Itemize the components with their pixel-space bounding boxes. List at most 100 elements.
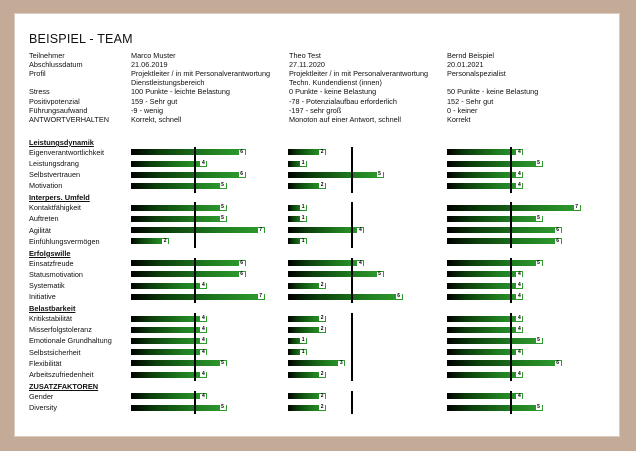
score-bar: 7: [447, 204, 581, 211]
score-value: 2: [319, 326, 326, 333]
score-bar: 4: [447, 149, 524, 156]
score-bar: 2: [131, 238, 170, 245]
score-value: 7: [573, 204, 580, 211]
reference-line: [510, 313, 512, 382]
score-bar: 4: [131, 337, 208, 344]
score-value: 2: [319, 282, 326, 288]
score-value: 4: [200, 392, 207, 399]
score-value: 5: [219, 404, 226, 410]
score-bar: 6: [131, 148, 246, 156]
score-bar: 2: [288, 148, 327, 156]
section-heading: Leistungsdynamik: [29, 138, 94, 147]
score-value: 4: [200, 326, 207, 333]
score-value: 5: [219, 182, 226, 189]
score-bar: 5: [447, 259, 543, 267]
score-bar: 2: [288, 392, 327, 400]
reference-line: [194, 257, 196, 304]
info-value: 20.01.2021: [447, 60, 484, 70]
info-value: -197 - sehr groß: [289, 105, 342, 115]
score-value: 6: [238, 148, 245, 155]
score-bar: 7: [131, 293, 265, 300]
score-value: 4: [516, 282, 523, 288]
score-value: 4: [200, 160, 207, 166]
reference-line: [351, 390, 353, 415]
score-bar: 4: [447, 182, 524, 189]
score-value: 5: [535, 259, 542, 266]
score-value: 5: [535, 160, 542, 166]
score-bar: 4: [131, 392, 208, 400]
score-bar: 4: [288, 259, 365, 267]
info-value: 0 - keiner: [447, 105, 478, 115]
score-value: 2: [319, 148, 326, 155]
score-value: 4: [200, 282, 207, 288]
score-value: 7: [257, 293, 264, 300]
reference-line: [510, 202, 512, 248]
score-value: 4: [516, 371, 523, 377]
score-bar: 4: [288, 226, 365, 234]
score-bar: 2: [288, 282, 327, 289]
factor-label: Leistungsdrang: [29, 159, 79, 168]
score-bar: 5: [447, 337, 543, 344]
info-value: Monoton auf einer Antwort, schnell: [289, 114, 401, 124]
info-value: Korrekt: [447, 114, 471, 124]
score-value: 6: [554, 226, 561, 233]
factor-label: Systematik: [29, 281, 65, 290]
factor-label: Misserfolgstoleranz: [29, 325, 92, 335]
score-value: 4: [516, 293, 523, 300]
score-value: 1: [300, 237, 307, 244]
score-bar: 5: [447, 215, 543, 222]
score-value: 2: [319, 392, 326, 399]
score-bar: 6: [447, 238, 562, 245]
factor-label: Agilität: [29, 225, 51, 235]
score-bar: 5: [131, 204, 227, 211]
info-label: Abschlussdatum: [29, 60, 83, 70]
score-value: 1: [300, 348, 307, 355]
factor-label: Arbeitszufriedenheit: [29, 370, 94, 379]
factor-label: Emotionale Grundhaltung: [29, 336, 112, 346]
info-value: Personalspezialist: [447, 69, 506, 79]
score-bar: 4: [447, 171, 524, 178]
score-value: 1: [300, 160, 307, 166]
score-bar: 4: [447, 371, 524, 378]
score-bar: 5: [131, 182, 227, 189]
info-value: Projektleiter / in mit Personalverantwor…: [131, 69, 271, 79]
score-bar: 4: [131, 349, 208, 356]
report-title: BEISPIEL - TEAM: [29, 32, 133, 46]
info-value: 27.11.2020: [289, 60, 325, 70]
score-bar: 1: [288, 348, 308, 356]
score-bar: 7: [131, 226, 265, 234]
score-value: 3: [338, 359, 345, 366]
score-value: 5: [219, 215, 226, 222]
section-heading: ZUSATZFAKTOREN: [29, 382, 99, 391]
info-value: 152 - Sehr gut: [447, 96, 494, 106]
reference-line: [351, 257, 353, 304]
score-bar: 4: [447, 271, 524, 278]
score-bar: 5: [288, 171, 384, 178]
reference-line: [194, 390, 196, 415]
score-bar: 4: [447, 393, 524, 400]
score-bar: 6: [131, 171, 246, 178]
score-bar: 4: [131, 315, 208, 322]
score-value: 4: [516, 182, 523, 189]
score-bar: 5: [131, 215, 227, 222]
info-value: -78 - Potenzialaufbau erforderlich: [289, 96, 397, 106]
info-value: -9 - wenig: [131, 105, 164, 115]
score-bar: 1: [288, 337, 308, 344]
score-bar: 2: [288, 371, 327, 378]
factor-label: Gender: [29, 391, 54, 401]
reference-line: [510, 257, 512, 304]
factor-label: Initiative: [29, 292, 56, 302]
factor-label: Einfühlungsvermögen: [29, 236, 100, 246]
reference-line: [194, 313, 196, 382]
score-bar: 5: [131, 360, 227, 367]
score-value: 4: [516, 315, 523, 321]
reference-line: [510, 390, 512, 415]
score-value: 4: [357, 226, 364, 233]
score-value: 7: [257, 226, 264, 233]
score-value: 4: [357, 259, 364, 266]
reference-line: [351, 202, 353, 248]
score-bar: 1: [288, 160, 308, 167]
info-value: 159 - Sehr gut: [131, 96, 178, 106]
score-bar: 4: [447, 349, 524, 356]
info-label: Stress: [29, 87, 50, 97]
